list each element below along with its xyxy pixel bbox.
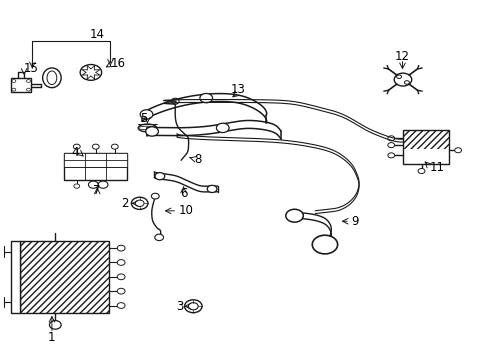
Circle shape [74, 184, 80, 188]
Circle shape [26, 88, 30, 91]
Circle shape [396, 75, 401, 78]
Circle shape [404, 81, 408, 84]
Circle shape [387, 143, 394, 148]
Circle shape [117, 245, 125, 251]
Ellipse shape [47, 71, 57, 85]
Circle shape [155, 234, 163, 240]
Circle shape [151, 193, 159, 199]
Circle shape [98, 181, 108, 188]
Text: 8: 8 [194, 153, 201, 166]
Text: 1: 1 [48, 330, 56, 343]
Circle shape [188, 303, 198, 310]
Text: 4: 4 [71, 145, 79, 158]
Bar [20, 241, 109, 313]
Circle shape [117, 303, 125, 309]
Circle shape [417, 168, 424, 174]
Bar [20, 241, 109, 313]
Circle shape [171, 98, 179, 104]
Text: 16: 16 [111, 57, 125, 70]
Text: 12: 12 [394, 50, 409, 63]
Circle shape [135, 200, 144, 207]
Circle shape [131, 197, 148, 210]
Bar [402, 130, 448, 164]
Circle shape [155, 172, 164, 180]
Ellipse shape [138, 124, 157, 132]
Circle shape [117, 260, 125, 265]
Text: 6: 6 [180, 187, 187, 200]
Circle shape [49, 320, 61, 329]
Ellipse shape [42, 68, 61, 87]
Ellipse shape [138, 126, 157, 130]
Bar [64, 153, 127, 180]
Circle shape [92, 144, 99, 149]
Text: 11: 11 [429, 161, 444, 174]
Circle shape [184, 300, 202, 313]
Circle shape [145, 127, 158, 136]
Circle shape [12, 88, 16, 91]
Text: 10: 10 [178, 204, 193, 217]
Circle shape [387, 136, 394, 141]
Circle shape [12, 80, 16, 82]
Bar [64, 153, 127, 167]
Text: 3: 3 [176, 300, 183, 313]
Circle shape [117, 274, 125, 280]
Text: 13: 13 [230, 83, 245, 96]
Circle shape [454, 148, 461, 153]
Circle shape [387, 153, 394, 158]
Circle shape [216, 123, 228, 132]
Circle shape [140, 110, 153, 119]
Circle shape [117, 288, 125, 294]
Bar [11, 241, 20, 313]
Circle shape [73, 144, 80, 149]
Text: 9: 9 [350, 215, 358, 228]
Circle shape [80, 64, 102, 80]
Text: 5: 5 [140, 112, 147, 125]
Circle shape [26, 80, 30, 82]
Text: 14: 14 [89, 28, 104, 41]
Circle shape [393, 73, 411, 86]
Text: 15: 15 [24, 62, 39, 75]
Text: 7: 7 [93, 184, 101, 197]
Bar [11, 78, 31, 93]
Circle shape [111, 144, 118, 149]
Circle shape [200, 94, 212, 103]
Bar [402, 130, 448, 149]
Circle shape [207, 185, 217, 193]
Text: 2: 2 [121, 197, 129, 210]
Circle shape [312, 235, 337, 254]
Circle shape [285, 209, 303, 222]
Circle shape [88, 181, 98, 188]
